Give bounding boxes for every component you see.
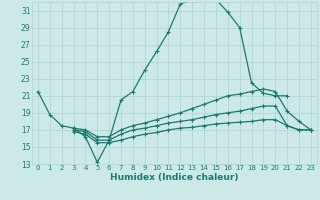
X-axis label: Humidex (Indice chaleur): Humidex (Indice chaleur) xyxy=(110,173,239,182)
